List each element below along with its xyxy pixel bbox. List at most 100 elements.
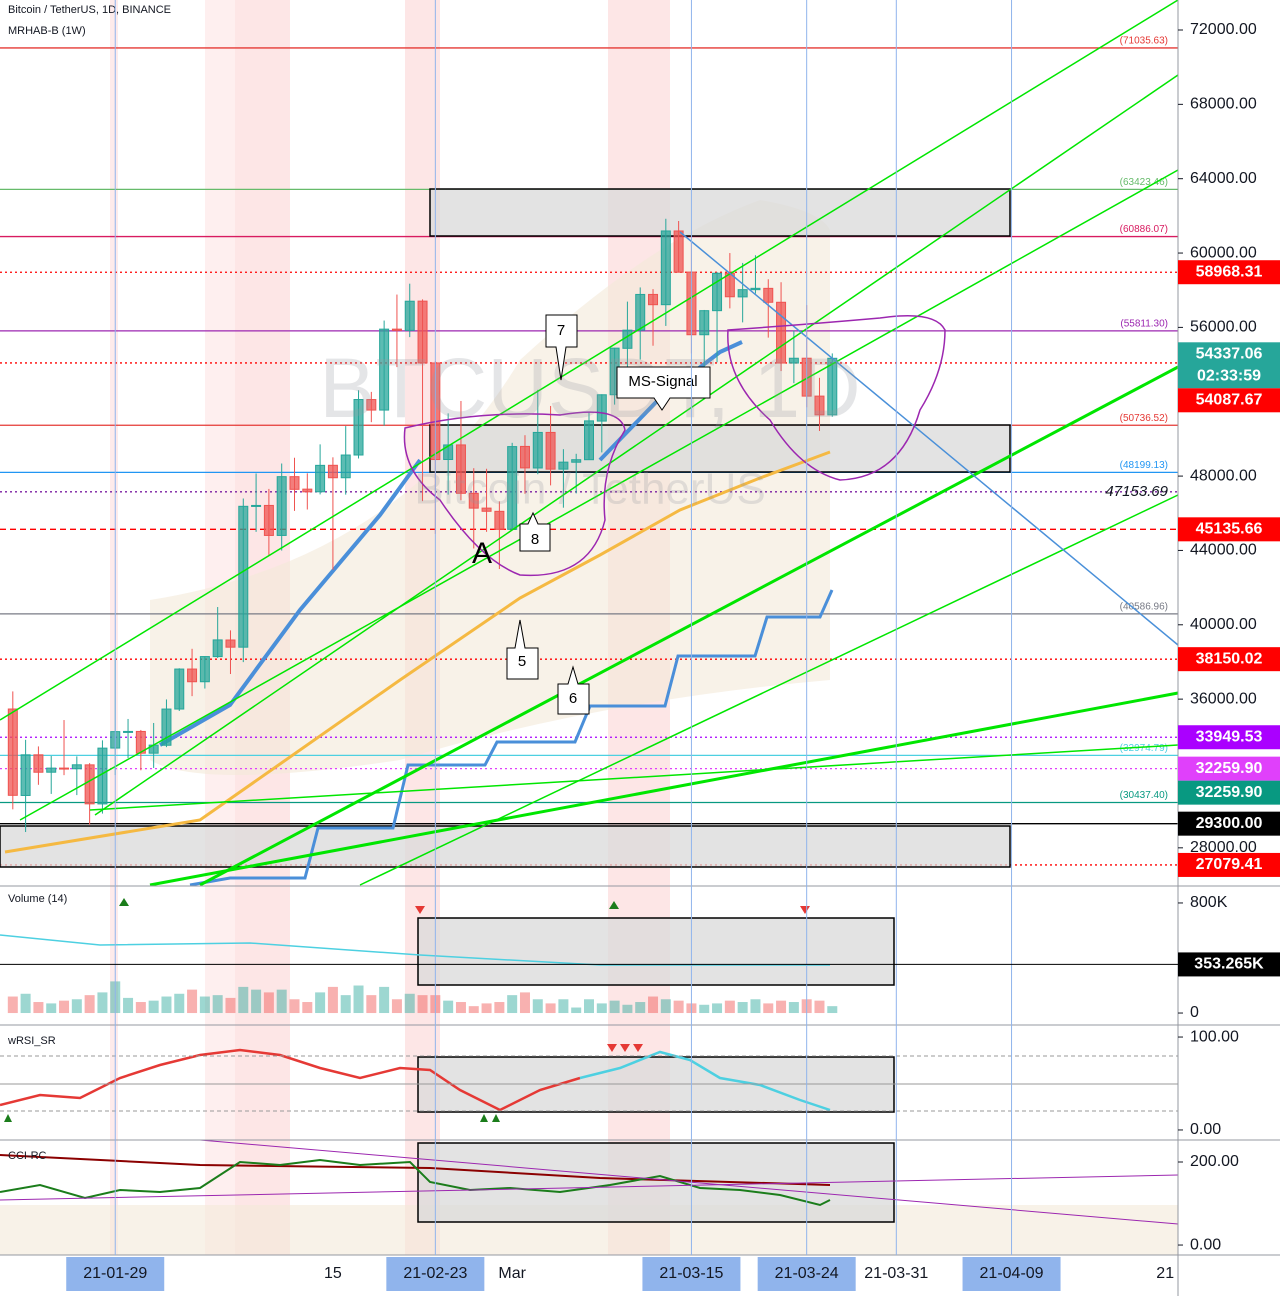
level-box xyxy=(1178,852,1280,877)
candle-body xyxy=(7,708,18,796)
x-tick-label: 21-03-24 xyxy=(775,1265,839,1282)
x-tick-label: 21-04-09 xyxy=(980,1265,1044,1282)
level-box-label: 58968.31 xyxy=(1196,263,1263,280)
y-tick-label: 100.00 xyxy=(1190,1028,1239,1045)
volume-bar xyxy=(135,1002,146,1014)
annotations: 7 MS-Signal 8 5 6 A xyxy=(472,314,711,715)
candle-body xyxy=(635,293,646,331)
volume-bar xyxy=(673,1000,684,1014)
candle-body xyxy=(161,708,172,746)
volume-bar xyxy=(123,997,134,1014)
volume-bar xyxy=(519,992,530,1014)
indicator-title: MRHAB-B (1W) xyxy=(8,25,86,37)
watermark: BTCUSDT, 1D Bitcoin / TetherUS xyxy=(319,341,860,513)
candle-body xyxy=(225,639,236,648)
candle-body xyxy=(532,431,543,469)
candle-body xyxy=(481,507,492,512)
candle-body xyxy=(776,301,787,364)
x-tick-label: 15 xyxy=(324,1265,342,1282)
candle-body xyxy=(571,459,582,463)
y-tick-label: 48000.00 xyxy=(1190,467,1257,484)
level-box-label: 32259.90 xyxy=(1196,784,1263,801)
candle-body xyxy=(353,399,364,456)
candle-body xyxy=(648,293,659,306)
candle-body xyxy=(596,394,607,422)
candle-body xyxy=(763,287,774,303)
candle-body xyxy=(123,730,134,733)
volume-bar xyxy=(468,1006,479,1014)
y-tick-label: 56000.00 xyxy=(1190,319,1257,336)
volume-bar xyxy=(59,1000,70,1014)
x-tick-highlight xyxy=(642,1257,741,1291)
volume-bar xyxy=(353,985,364,1014)
candle-body xyxy=(417,300,428,364)
volume-bar xyxy=(302,1002,313,1014)
y-tick-label: 60000.00 xyxy=(1190,244,1257,261)
level-box xyxy=(1178,388,1280,413)
y-tick-label: 44000.00 xyxy=(1190,542,1257,559)
watermark-name: Bitcoin / TetherUS xyxy=(414,465,765,514)
volume-bar xyxy=(788,1002,799,1014)
pane-title: wRSI_SR xyxy=(7,1035,56,1047)
volume-bar xyxy=(776,1000,787,1014)
volume-bar xyxy=(315,992,326,1014)
lower-pane-lines xyxy=(0,898,1179,1225)
volume-bar xyxy=(635,1002,646,1014)
volume-bar xyxy=(7,996,18,1014)
timer: 02:33:59 xyxy=(1197,368,1261,385)
level-box-label: 29300.00 xyxy=(1196,815,1263,832)
volume-bar xyxy=(558,999,569,1014)
x-tick-label: 21-01-29 xyxy=(83,1265,147,1282)
candle-body xyxy=(814,395,825,416)
candle-body xyxy=(327,464,338,479)
y-tick-label: 64000.00 xyxy=(1190,170,1257,187)
candle-body xyxy=(379,328,390,411)
volume-bar xyxy=(443,1000,454,1014)
level-box xyxy=(1178,260,1280,285)
x-tick-highlight xyxy=(66,1257,165,1291)
pane-title: Volume (14) xyxy=(8,893,67,905)
candle-body xyxy=(519,445,530,469)
volume-bar xyxy=(660,999,671,1014)
volume-bar xyxy=(263,992,274,1014)
candle-body xyxy=(84,764,95,805)
levels: (71035.63) (63423.46) (60886.07) (55811.30)… xyxy=(0,36,1178,866)
candle-body xyxy=(494,510,505,530)
volume-bar xyxy=(161,996,172,1014)
volume-bar xyxy=(174,993,185,1014)
candle-body xyxy=(251,504,262,507)
candle-body xyxy=(660,230,671,306)
level-tag: (30437.40) xyxy=(1120,790,1168,801)
candle-body xyxy=(391,328,402,331)
level-tag: (50736.52) xyxy=(1120,413,1168,424)
level-box xyxy=(1178,780,1280,805)
x-tick-label: 21-03-31 xyxy=(864,1265,928,1282)
candle-body xyxy=(455,444,466,494)
candle-body xyxy=(788,357,799,364)
level-tag: (60886.07) xyxy=(1120,224,1168,235)
volume-bar xyxy=(391,999,402,1014)
level-box xyxy=(1178,647,1280,672)
level-box xyxy=(1178,756,1280,781)
volume-bar xyxy=(225,997,236,1014)
volume-bar xyxy=(827,1006,838,1014)
level-box-label: 27079.41 xyxy=(1196,856,1263,873)
volume-bar xyxy=(33,1002,44,1014)
candle-body xyxy=(545,431,556,470)
candle-body xyxy=(276,476,287,536)
x-tick-label: Mar xyxy=(498,1265,526,1282)
candle-body xyxy=(443,444,454,461)
x-tick-label: 21-02-23 xyxy=(403,1265,467,1282)
x-tick-highlight xyxy=(757,1257,856,1291)
drawings xyxy=(0,0,1179,887)
volume-bar xyxy=(532,999,543,1014)
level-box xyxy=(1178,811,1280,836)
volume-bar xyxy=(327,986,338,1014)
indicator-lines xyxy=(4,340,834,887)
level-box xyxy=(1178,517,1280,542)
level-box-label: 32259.90 xyxy=(1196,760,1263,777)
x-tick-highlight xyxy=(386,1257,485,1291)
volume-bar xyxy=(84,995,95,1014)
level-box-label: 54337.06 xyxy=(1196,346,1263,363)
